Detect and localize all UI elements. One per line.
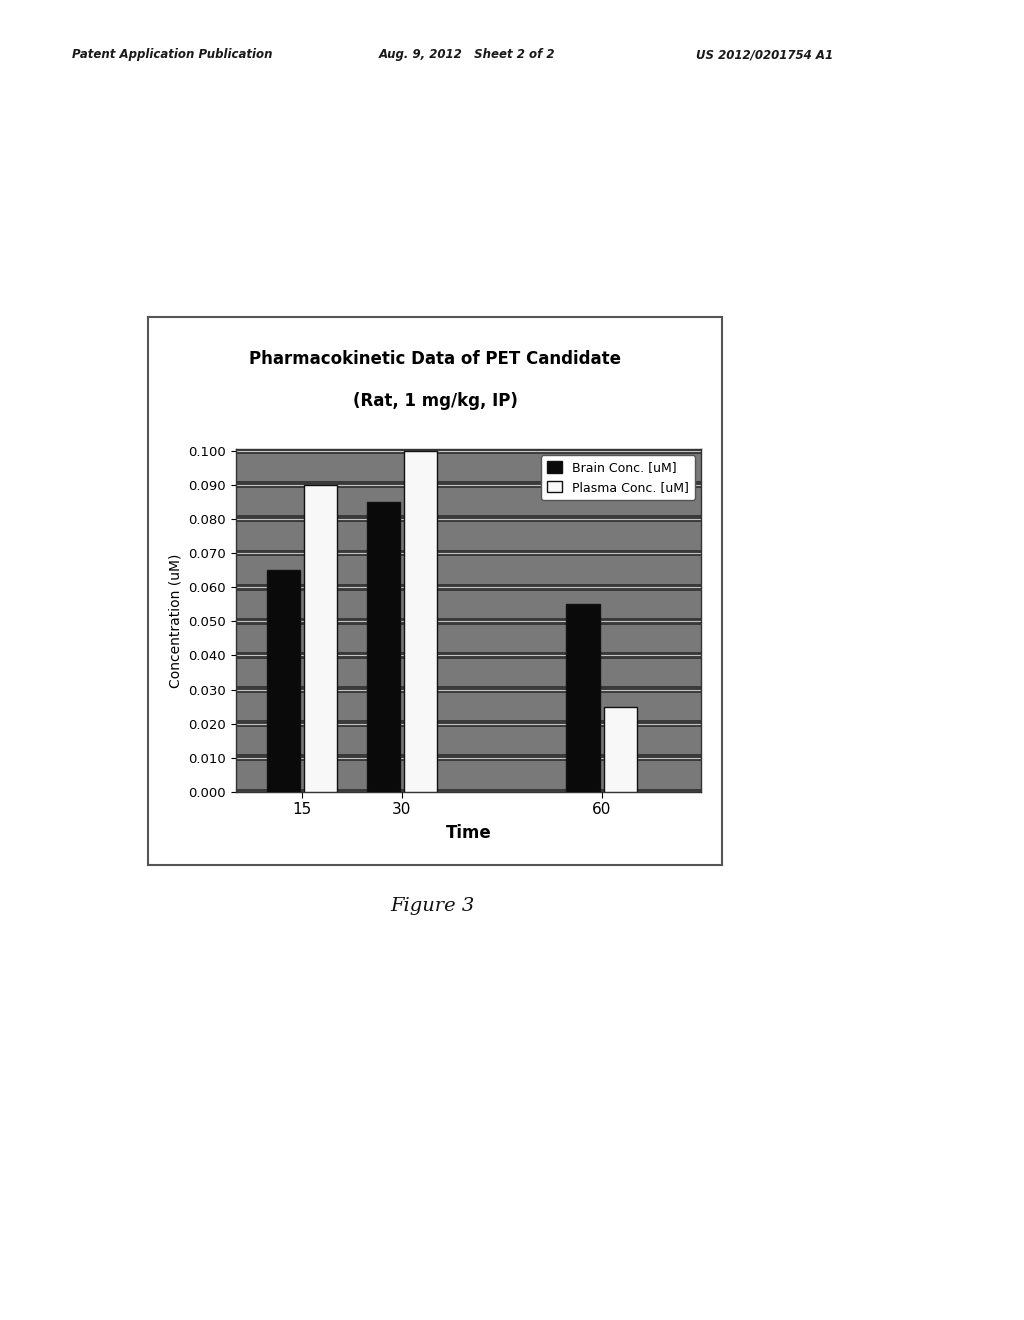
Bar xyxy=(236,762,701,788)
X-axis label: Time: Time xyxy=(445,825,492,842)
Bar xyxy=(236,488,701,515)
Bar xyxy=(236,590,701,618)
Text: Patent Application Publication: Patent Application Publication xyxy=(72,48,272,61)
Legend: Brain Conc. [uM], Plasma Conc. [uM]: Brain Conc. [uM], Plasma Conc. [uM] xyxy=(541,455,695,500)
Bar xyxy=(403,450,437,792)
Bar xyxy=(236,556,701,583)
Bar xyxy=(236,624,701,652)
Text: Pharmacokinetic Data of PET Candidate: Pharmacokinetic Data of PET Candidate xyxy=(249,350,622,368)
Bar xyxy=(304,484,337,792)
Bar xyxy=(566,605,600,792)
Bar xyxy=(236,659,701,686)
Text: Aug. 9, 2012   Sheet 2 of 2: Aug. 9, 2012 Sheet 2 of 2 xyxy=(379,48,555,61)
Bar xyxy=(603,706,637,792)
Bar xyxy=(367,502,400,792)
Bar xyxy=(267,570,300,792)
Y-axis label: Concentration (uM): Concentration (uM) xyxy=(169,553,182,688)
Bar xyxy=(236,693,701,721)
Bar xyxy=(236,454,701,482)
Text: Figure 3: Figure 3 xyxy=(390,896,474,915)
Bar xyxy=(236,727,701,755)
Text: US 2012/0201754 A1: US 2012/0201754 A1 xyxy=(696,48,834,61)
Text: (Rat, 1 mg/kg, IP): (Rat, 1 mg/kg, IP) xyxy=(352,392,518,411)
Bar xyxy=(236,523,701,549)
